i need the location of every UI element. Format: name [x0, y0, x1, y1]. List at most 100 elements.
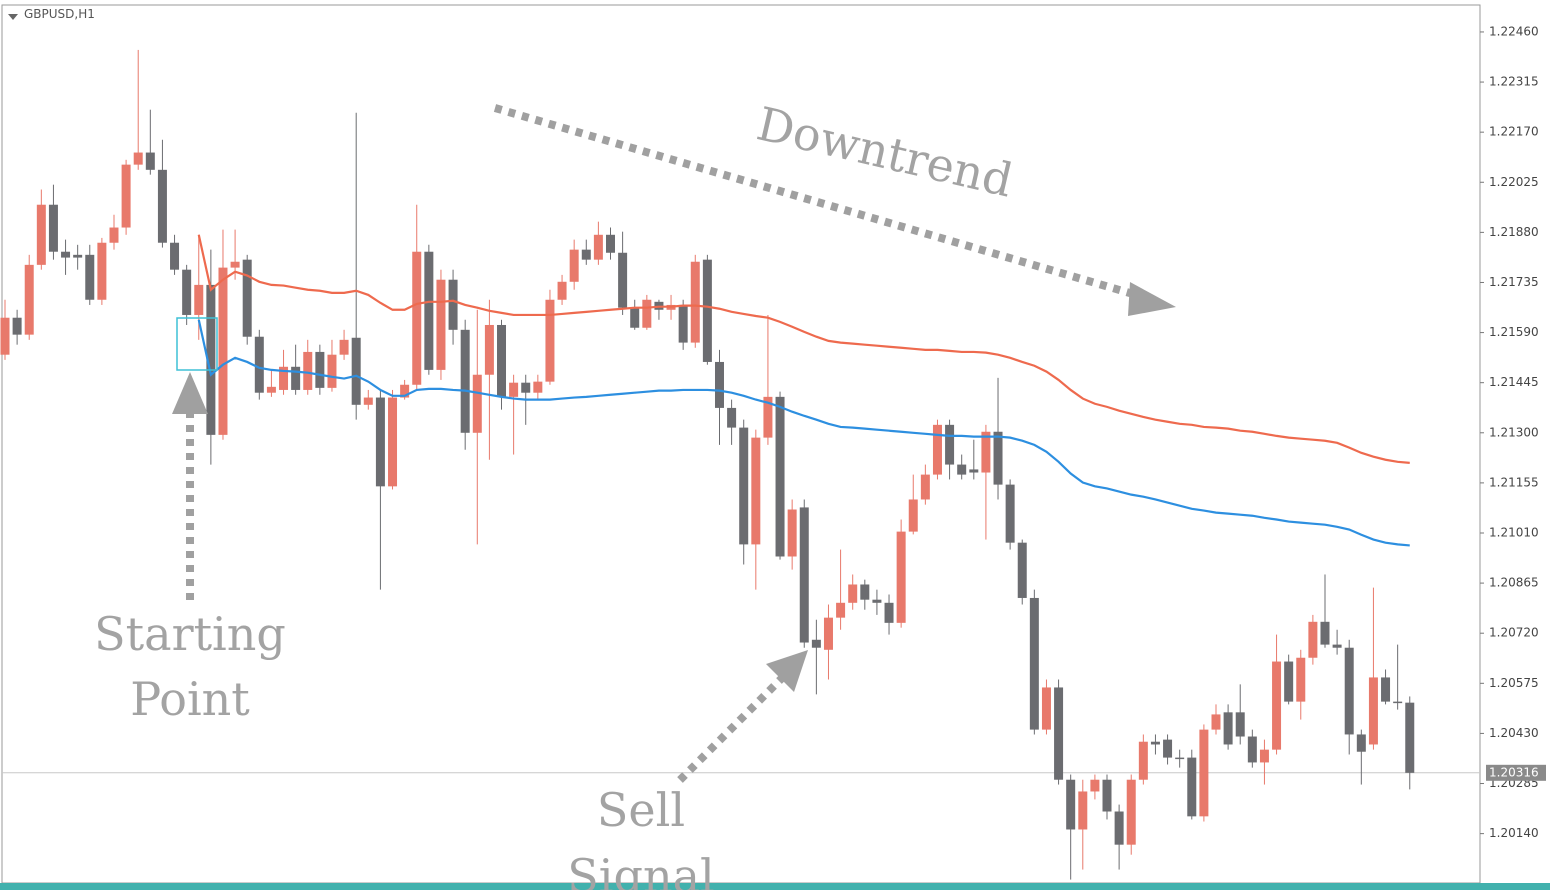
annotation: Point: [130, 672, 250, 726]
candle-body: [1344, 647, 1354, 735]
annotation: Sell: [597, 783, 685, 837]
candle-body: [61, 251, 71, 258]
candle-body: [412, 251, 422, 385]
candle-body: [266, 386, 276, 393]
candle-body: [1041, 687, 1051, 730]
y-tick-label: 1.20865: [1489, 576, 1539, 590]
candle-body: [1175, 757, 1185, 760]
candle-body: [170, 242, 180, 270]
candle-body: [363, 397, 373, 405]
candle-body: [1066, 779, 1076, 830]
y-tick-label: 1.21300: [1489, 425, 1539, 439]
candle-body: [993, 431, 1003, 485]
candle-body: [1235, 712, 1245, 737]
candle-body: [1332, 644, 1342, 648]
candle-body: [254, 336, 264, 393]
arrow-head: [1128, 282, 1176, 316]
candle-body: [630, 307, 640, 328]
candle-body: [1211, 714, 1221, 730]
arrow-head: [172, 372, 208, 414]
candle-body: [12, 317, 22, 335]
candle-body: [109, 227, 119, 243]
candle-body: [969, 469, 979, 473]
candle-body: [97, 242, 107, 300]
candle-body: [957, 464, 967, 475]
candle-body: [678, 304, 688, 343]
candle-body: [860, 584, 870, 600]
plot-layer: 1.22460 1.22315 1.22170 1.22025 1.21880 1.217…: [0, 24, 1546, 880]
candle-body: [884, 602, 894, 623]
candle-body: [157, 169, 167, 243]
candle-body: [291, 366, 301, 390]
candle-body: [194, 284, 204, 315]
candle-body: [751, 437, 761, 545]
candle-body: [1356, 734, 1366, 752]
candle-body: [460, 329, 470, 433]
candle-body: [1247, 736, 1257, 763]
candle-body: [497, 324, 507, 397]
y-tick-label: 1.21735: [1489, 275, 1539, 289]
candle-body: [618, 252, 628, 308]
candle-body: [509, 382, 519, 397]
candle-body: [727, 407, 737, 428]
candle-body: [400, 384, 410, 398]
annotation: Starting: [94, 607, 286, 661]
current-price-box: [1486, 764, 1546, 781]
candle-body: [872, 599, 882, 603]
candle-body: [472, 374, 482, 433]
candle-body: [121, 164, 131, 228]
candle-body: [1054, 687, 1064, 780]
moving-average: [197, 319, 1410, 547]
candle-body: [1284, 661, 1294, 702]
candle-body: [1126, 779, 1136, 845]
candle-body: [1381, 677, 1391, 702]
candle-body: [920, 474, 930, 500]
current-price-label: 1.20316: [1489, 765, 1539, 779]
y-tick-label: 1.20720: [1489, 626, 1539, 640]
candle-body: [242, 259, 252, 337]
y-tick-label: 1.21010: [1489, 525, 1539, 539]
candle-body: [1199, 729, 1209, 817]
candle-body: [1272, 661, 1282, 750]
candle-body: [787, 509, 797, 557]
candle-body: [448, 279, 458, 330]
annotation: Signal: [567, 849, 714, 890]
chart-title: GBPUSD,H1: [24, 7, 95, 21]
menu-arrow[interactable]: [8, 14, 18, 20]
candle-body: [533, 381, 543, 393]
y-tick-label: 1.21445: [1489, 375, 1539, 389]
arrow-head: [766, 650, 808, 692]
selection-box[interactable]: [176, 317, 218, 371]
candle-body: [315, 351, 325, 388]
candle-body: [1308, 621, 1318, 658]
candle-body: [557, 281, 567, 300]
candle-body: [908, 499, 918, 532]
candle-body: [1368, 677, 1378, 745]
candle-body: [1078, 791, 1088, 830]
candle-body: [1150, 741, 1160, 745]
candle-body: [1187, 757, 1197, 817]
candle-body: [1102, 779, 1112, 812]
sell-arrow: [677, 675, 785, 783]
candle-body: [230, 261, 240, 268]
candle-body: [545, 299, 555, 382]
y-tick-label: 1.22315: [1489, 75, 1539, 89]
y-tick-label: 1.20575: [1489, 676, 1539, 690]
candle-body: [823, 617, 833, 650]
candle-body: [1259, 749, 1269, 763]
candle-body: [36, 204, 46, 265]
candle-body: [836, 602, 846, 618]
candle-body: [218, 267, 228, 435]
candle-body: [339, 339, 349, 355]
candle-body: [206, 284, 216, 435]
candle-body: [932, 424, 942, 475]
candle-body: [1223, 712, 1233, 745]
candle-body: [642, 299, 652, 328]
candle-body: [1393, 701, 1403, 704]
y-tick-label: 1.21880: [1489, 225, 1539, 239]
candle-body: [1114, 811, 1124, 845]
candle-body: [606, 234, 615, 253]
candle-body: [1163, 739, 1173, 758]
